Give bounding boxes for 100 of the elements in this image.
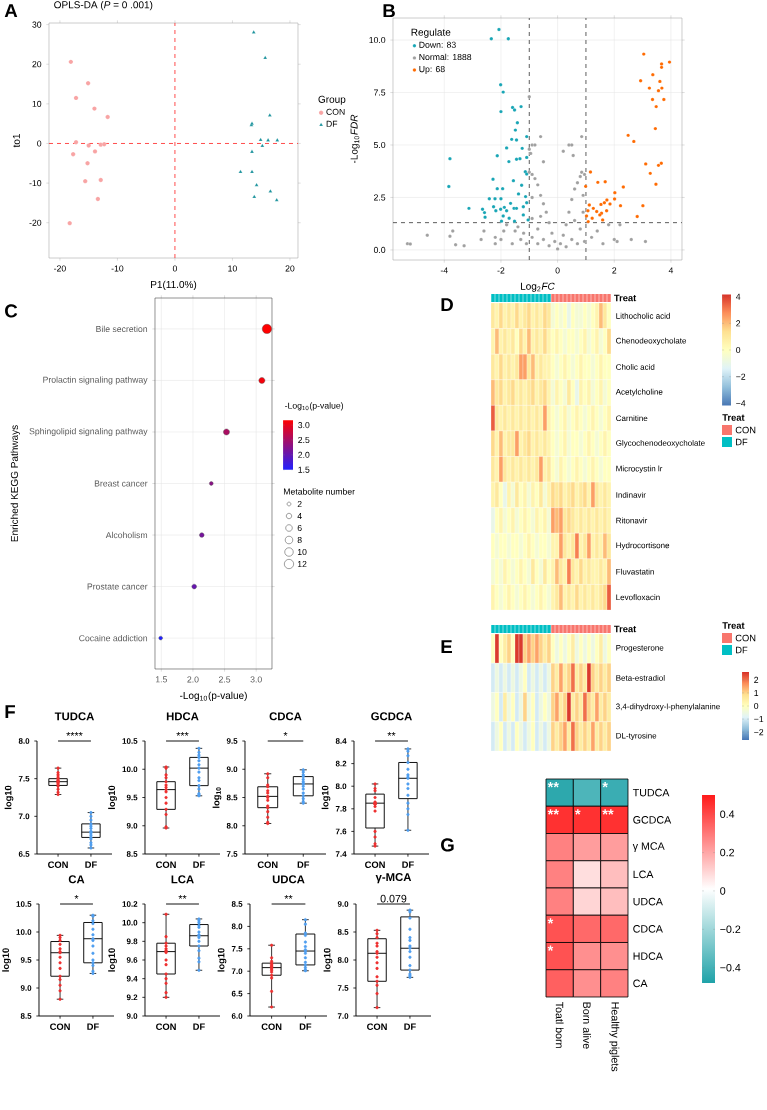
color-bar-label: −2	[754, 729, 764, 736]
color-bar-label: −1	[754, 716, 764, 723]
y-axis-title: log10	[108, 785, 117, 810]
y-axis-title: log10	[217, 948, 227, 972]
legend-title: Treat	[722, 414, 745, 421]
x-axis-title: P1(11.0%)	[151, 280, 197, 290]
y-tick-label: 9.2	[126, 994, 138, 1001]
color-bar-label: 3.0	[298, 422, 310, 429]
y-tick-label: 7.5	[231, 946, 243, 952]
y-tick-label: Prostate cancer	[87, 583, 148, 590]
text: *	[74, 895, 79, 899]
text: F	[5, 705, 15, 719]
y-tick-label: 7.0	[18, 813, 30, 820]
y-tick-label: Levofloxacin	[616, 594, 660, 601]
y-tick-label: Bile secretion	[96, 325, 148, 333]
y-tick-label: 10.5	[122, 738, 138, 744]
y-axis-title: log10	[321, 785, 331, 810]
y-tick-label: Glycochenodeoxycholate	[616, 439, 705, 448]
category-label: DF	[736, 438, 748, 446]
y-tick-label: 9.0	[20, 985, 32, 991]
color-bar-label: 2.5	[298, 436, 310, 444]
chart-title: LCA	[171, 875, 194, 884]
legend-label: 4	[297, 513, 302, 519]
y-axis-title: to1	[12, 134, 20, 148]
y-tick-label: DL-tyrosine	[616, 732, 657, 741]
legend-label: Normal: 1888	[419, 53, 472, 61]
y-tick-label: Chenodeoxycholate	[616, 337, 687, 346]
y-tick-label: 6.5	[231, 990, 243, 997]
text: C	[5, 304, 18, 318]
data-label: **	[547, 781, 559, 788]
x-tick-label: CON	[48, 861, 68, 868]
y-tick-label: 10	[32, 100, 42, 107]
chart-title: CA	[68, 875, 85, 884]
text: ***	[176, 732, 189, 736]
y-tick-label: Lithocholic acid	[616, 312, 670, 319]
y-tick-label: GCDCA	[633, 816, 672, 824]
x-tick-label: -2	[497, 267, 505, 274]
y-tick-label: 6.0	[231, 1013, 243, 1019]
y-tick-label: Breast cancer	[94, 480, 148, 487]
y-tick-label: Alcoholism	[105, 531, 148, 539]
data-label: *	[547, 945, 554, 951]
y-tick-label: Fluvastatin	[616, 568, 654, 575]
color-bar-label: −2	[736, 373, 746, 380]
x-tick-label: 0	[555, 267, 560, 274]
data-label: **	[602, 809, 614, 815]
text: B	[383, 4, 395, 18]
color-bar-label: 1	[754, 689, 759, 696]
color-bar-label: 2.0	[298, 451, 310, 458]
x-tick-label: 2.0	[187, 676, 199, 683]
y-axis-title: log10	[2, 948, 11, 972]
y-tick-label: 8.5	[20, 1013, 32, 1019]
color-bar-label: 4	[735, 293, 741, 300]
y-tick-label: 10.2	[122, 901, 138, 907]
text: G	[441, 838, 454, 852]
color-bar-label: −0.2	[720, 925, 741, 934]
y-tick-label: 9.4	[126, 975, 138, 982]
y-tick-label: 8.0	[337, 957, 349, 963]
y-tick-label: 10.0	[122, 919, 138, 926]
legend-label: CON	[326, 108, 345, 115]
color-bar-label: 0	[720, 887, 726, 895]
legend-label: DF	[326, 120, 338, 127]
color-bar-label: 0	[736, 346, 741, 354]
data-label: *	[602, 781, 608, 788]
y-tick-label: 10.5	[16, 901, 32, 907]
category-label: CON	[735, 426, 756, 434]
y-tick-label: Beta-estradiol	[616, 674, 665, 681]
y-axis-title: log10	[108, 948, 117, 972]
color-bar-label: −4	[736, 400, 746, 407]
y-tick-label: 8.4	[335, 738, 347, 744]
y-tick-label: 0.0	[373, 246, 386, 253]
x-tick-label: 20	[285, 265, 295, 272]
x-tick-label: DF	[85, 861, 97, 868]
y-tick-label: 8.5	[231, 901, 243, 907]
y-tick-label: LCA	[633, 870, 654, 879]
y-tick-label: Acetylcholine	[615, 388, 663, 397]
y-tick-label: 7.5	[374, 89, 386, 96]
legend-label: 8	[297, 536, 302, 544]
y-tick-label: 7.8	[335, 805, 347, 812]
x-tick-label: DF	[87, 1023, 99, 1030]
data-label: **	[547, 809, 559, 815]
x-tick-label: Healthy piglets	[609, 1002, 620, 1072]
y-tick-label: 9.0	[126, 1013, 138, 1019]
y-tick-label: Prolactin signaling pathway	[43, 376, 148, 385]
text: Treat	[614, 294, 637, 302]
color-bar-title: -Log$_{10}$(p-value)	[285, 402, 344, 411]
y-tick-label: 8.0	[231, 923, 243, 930]
y-tick-label: γ MCA	[632, 842, 665, 852]
x-tick-label: CON	[50, 1023, 70, 1030]
y-tick-label: 8.5	[337, 929, 349, 935]
legend-title: Regulate	[411, 28, 451, 38]
x-tick-label: CON	[156, 861, 176, 868]
color-bar-label: 0.2	[720, 848, 735, 857]
color-bar-label: −0.4	[720, 963, 741, 972]
text: A	[4, 4, 18, 18]
legend-label: Up: 68	[419, 66, 445, 74]
x-tick-label: 1.5	[155, 676, 167, 683]
y-tick-label: -10	[29, 180, 42, 187]
color-bar-label: 0.4	[720, 810, 735, 818]
legend-label: 6	[297, 524, 302, 532]
y-tick-label: 8.0	[18, 738, 30, 744]
